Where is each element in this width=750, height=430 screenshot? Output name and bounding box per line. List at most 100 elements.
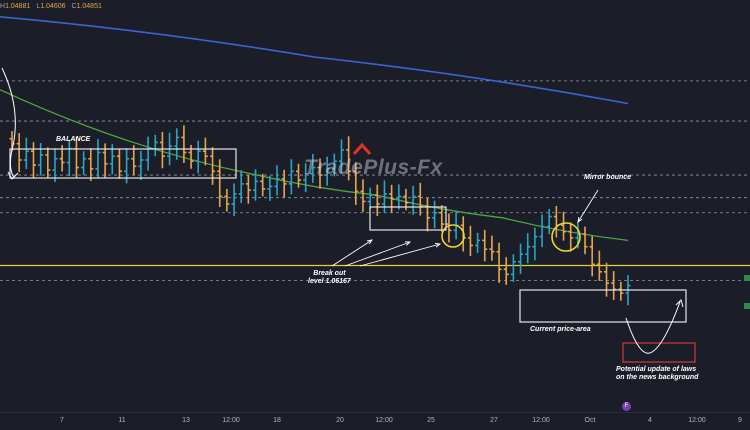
- ohlc-bar: [131, 145, 137, 176]
- breakout-label-line2: level 1.06167: [308, 278, 351, 285]
- current-area-label: Current price-area: [530, 326, 591, 333]
- ohlc-bar: [245, 174, 251, 204]
- ohlc-bar: [546, 209, 552, 235]
- ohlc-bar: [439, 205, 445, 232]
- moving-average-line: [0, 15, 629, 105]
- ohlc-bar: [116, 148, 122, 179]
- ohlc-bar: [231, 183, 237, 217]
- current-price-area-box: [519, 289, 687, 323]
- ohlc-bar: [331, 153, 337, 177]
- ohlc-bar: [360, 179, 366, 213]
- high-label: H: [0, 3, 6, 10]
- x-tick-label: 18: [273, 417, 281, 424]
- potential-update-line1: Potential update of laws: [616, 366, 697, 373]
- ohlc-bar: [338, 139, 344, 174]
- ohlc-bar: [52, 148, 58, 183]
- ohlc-bar: [224, 188, 230, 212]
- ohlc-bar: [525, 233, 531, 264]
- ohlc-bar: [496, 242, 502, 283]
- brand-watermark: TradePlus-Fx: [304, 156, 443, 179]
- ohlc-bar: [596, 250, 602, 281]
- x-tick-label: 7: [60, 417, 64, 424]
- ohlc-bar: [81, 151, 87, 176]
- ohlc-bar: [303, 163, 309, 193]
- ohlc-bar: [604, 262, 610, 297]
- ohlc-bar: [432, 200, 438, 229]
- x-tick-label: 11: [118, 417, 126, 424]
- ohlc-bar: [260, 173, 266, 197]
- target-low-box: [622, 342, 696, 363]
- ohlc-bar: [446, 213, 452, 243]
- ohlc-bar: [475, 232, 481, 253]
- ohlc-bar: [317, 158, 323, 189]
- x-tick-label: 20: [336, 417, 344, 424]
- ohlc-bar: [159, 131, 165, 169]
- ohlc-bar: [324, 156, 330, 186]
- low-value: 1.04606: [40, 3, 66, 10]
- mirror-bounce-arrow-head: [577, 216, 583, 223]
- ohlc-bar: [38, 142, 44, 176]
- x-tick-label: 27: [490, 417, 498, 424]
- ohlc-bar: [503, 257, 509, 285]
- x-tick-label: 25: [427, 417, 435, 424]
- x-axis-line: [0, 412, 750, 413]
- breakout-arrow-head: [404, 241, 412, 246]
- ohlc-bar: [396, 184, 402, 210]
- mirror-bounce-circle: [551, 222, 581, 252]
- x-tick-label: Oct: [584, 417, 596, 424]
- ohlc-bar: [582, 226, 588, 255]
- ohlc-bar: [310, 153, 316, 183]
- ohlc-bar: [95, 138, 101, 178]
- ohlc-readout: H1.04881 L1.04606 C1.04851: [0, 3, 106, 10]
- ohlc-bar: [217, 159, 223, 207]
- balance-label: BALANCE: [56, 136, 91, 143]
- left-curve-arrow: [1, 67, 16, 179]
- ohlc-bar: [267, 175, 273, 201]
- ohlc-bar: [618, 281, 624, 301]
- x-tick-label: 13: [182, 417, 190, 424]
- close-label: C: [71, 3, 77, 10]
- ohlc-bar: [518, 243, 524, 274]
- ohlc-bar: [138, 150, 144, 180]
- ohlc-bar: [296, 163, 302, 188]
- ohlc-bar: [30, 142, 36, 179]
- ohlc-bar: [389, 184, 395, 213]
- ohlc-bar: [88, 148, 94, 181]
- economic-event-flag[interactable]: F: [622, 402, 631, 411]
- ohlc-bar: [281, 169, 287, 198]
- ohlc-bar: [16, 133, 22, 173]
- ohlc-bar: [568, 222, 574, 252]
- x-tick-label: 12:00: [532, 417, 550, 424]
- moving-average-line: [0, 89, 629, 242]
- breakout-label-line1: Break out: [313, 270, 346, 277]
- ohlc-bar: [253, 169, 259, 201]
- ohlc-bar: [367, 187, 373, 209]
- projected-path-curve: [625, 301, 681, 354]
- ohlc-bar: [532, 227, 538, 261]
- ohlc-bar: [353, 162, 359, 205]
- breakout-arrow: [344, 241, 411, 267]
- ohlc-bar: [510, 254, 516, 282]
- ohlc-bar: [181, 125, 187, 164]
- potential-update-label: Potential update of laws on the news bac…: [616, 366, 698, 382]
- x-tick-label: 9: [738, 417, 742, 424]
- ohlc-bar: [288, 159, 294, 195]
- breakout-arrow: [331, 239, 373, 267]
- high-value: 1.04881: [5, 3, 31, 10]
- projected-path-arrowhead: [675, 299, 684, 308]
- breakout-arrow: [359, 243, 441, 267]
- breakout-label: Break out level 1.06167: [308, 270, 351, 286]
- breakout-arrow-head: [366, 239, 373, 245]
- ohlc-bar: [374, 184, 380, 217]
- right-scale-marker: [744, 275, 750, 281]
- breakout-arrow-head: [434, 242, 442, 248]
- ohlc-bar: [589, 236, 595, 277]
- x-tick-label: 4: [648, 417, 652, 424]
- breakout-circle: [441, 224, 465, 248]
- ohlc-bar: [346, 136, 352, 181]
- x-tick-label: 12:00: [688, 417, 706, 424]
- breakout-range-box: [369, 206, 447, 231]
- ohlc-bar: [467, 225, 473, 256]
